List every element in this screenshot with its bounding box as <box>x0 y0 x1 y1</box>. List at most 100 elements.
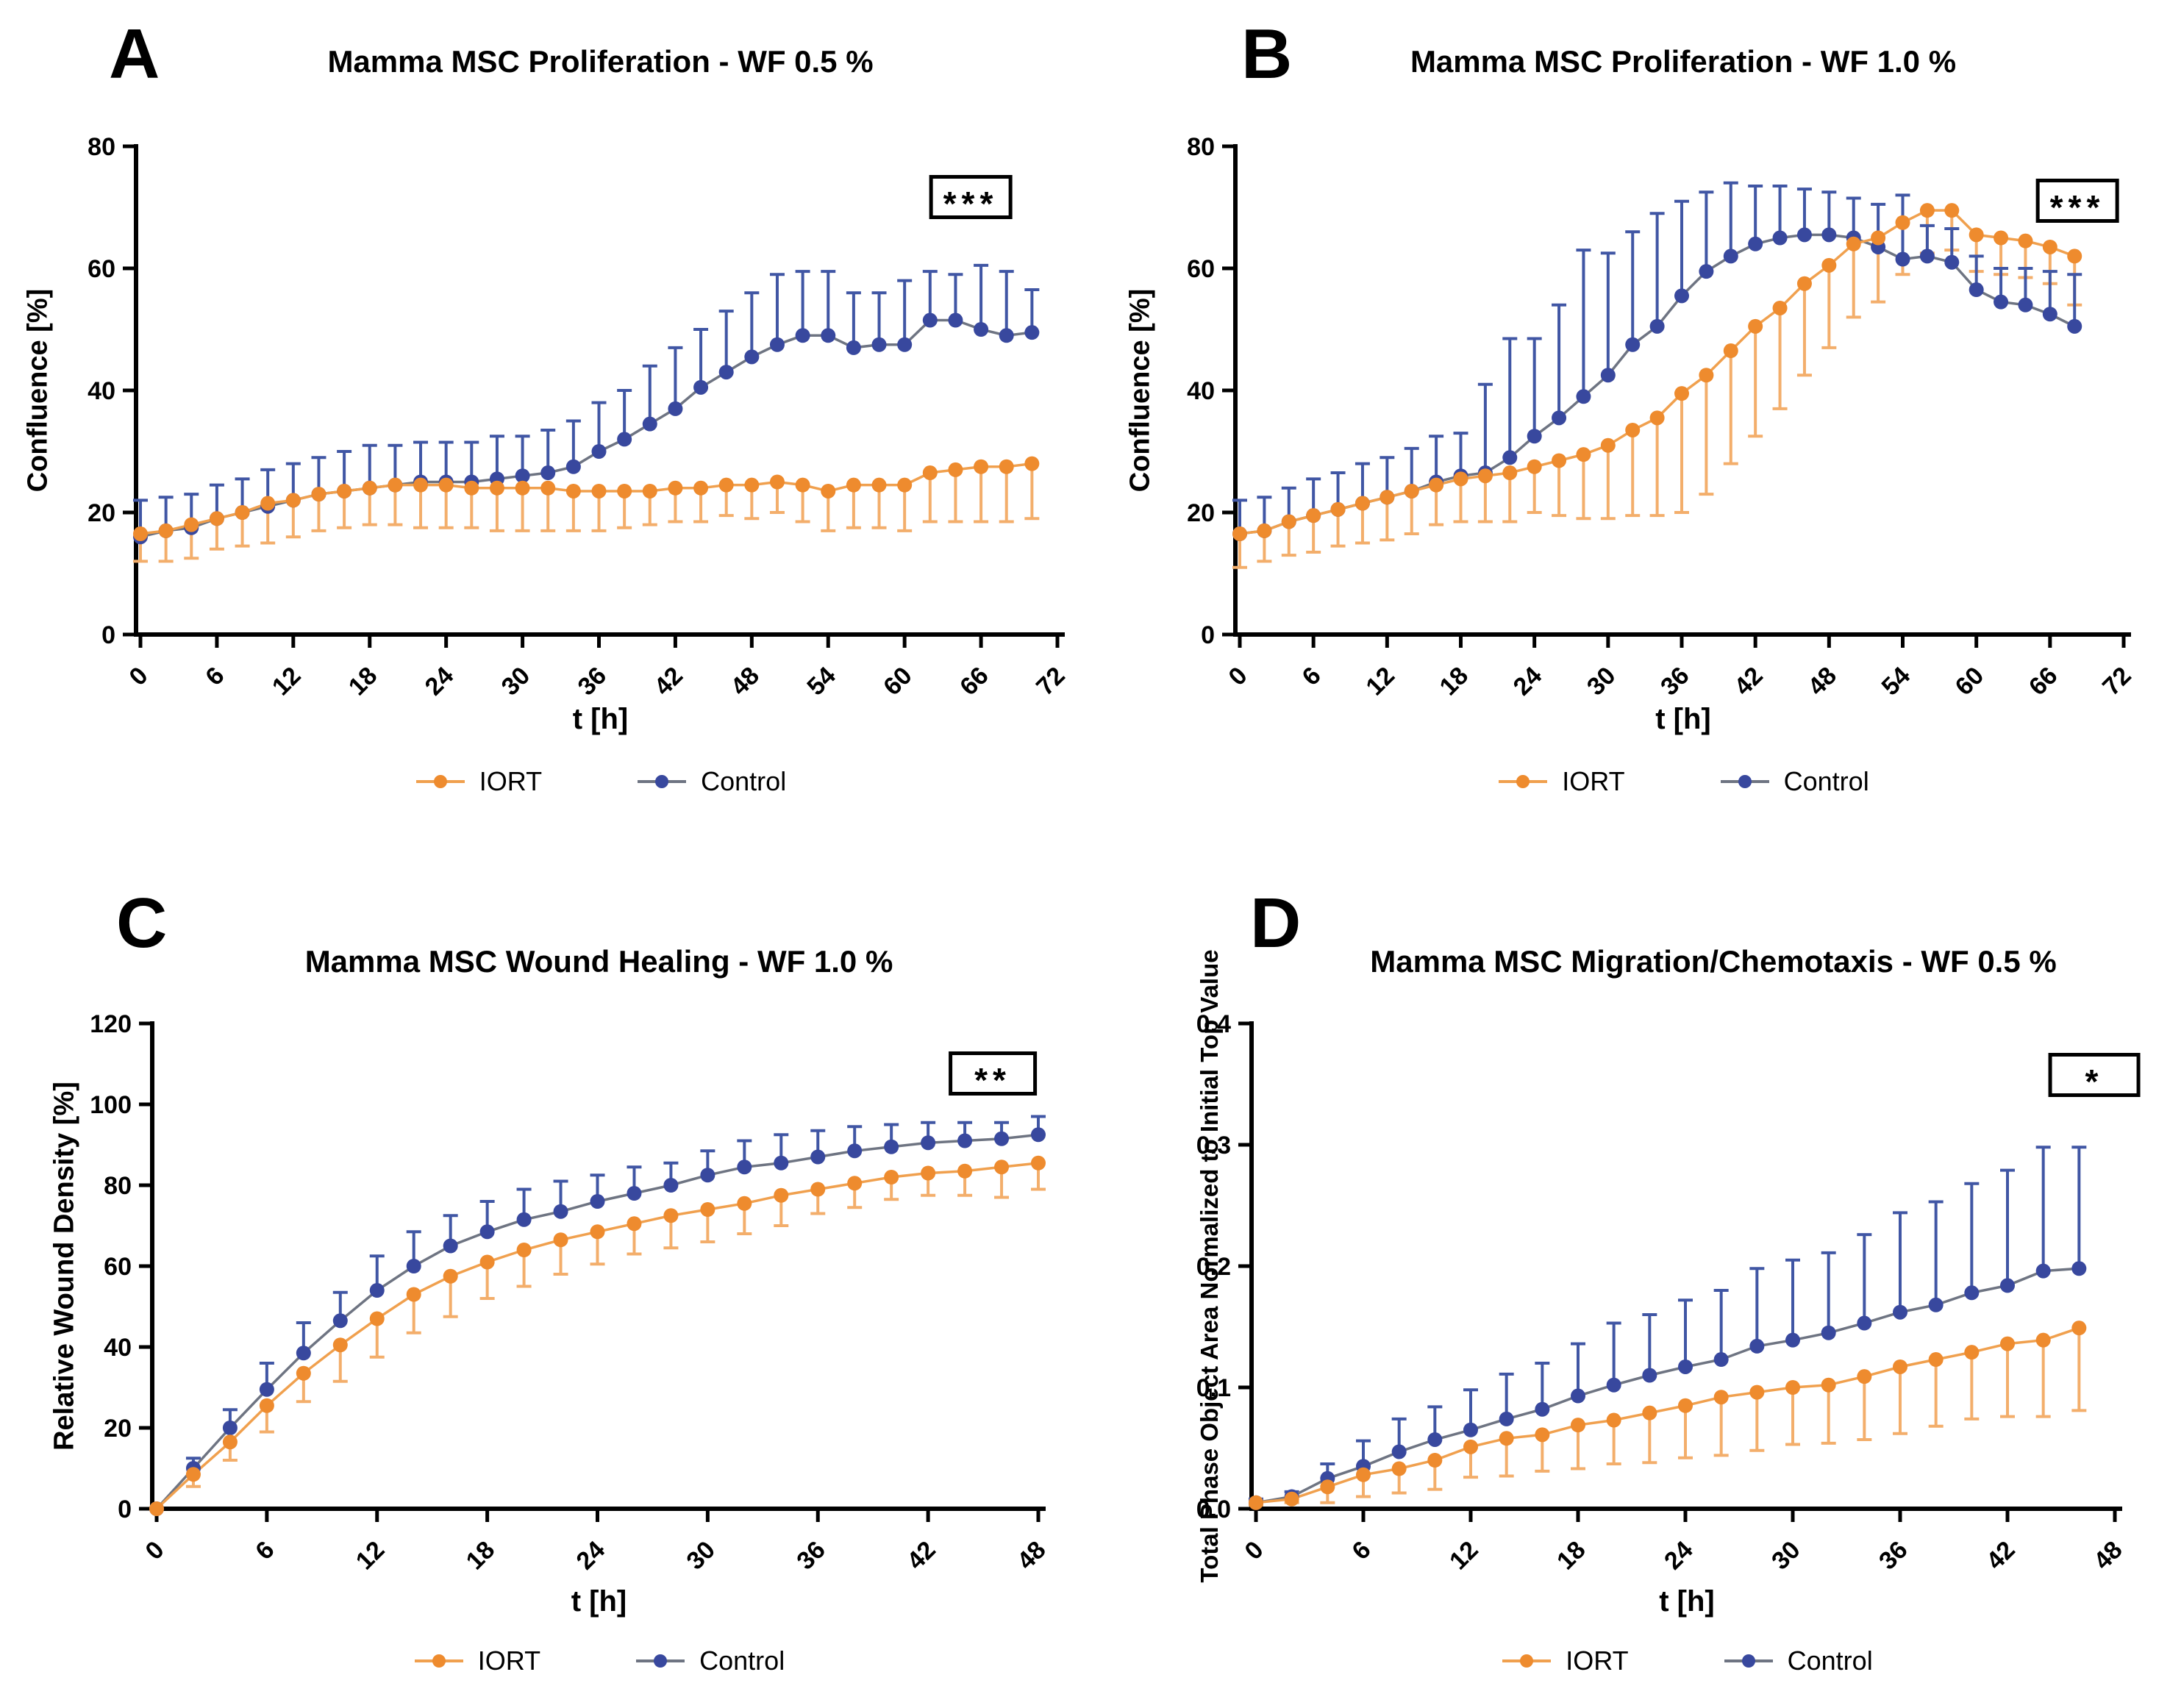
data-point-iort <box>2000 1336 2015 1351</box>
data-point-control <box>1796 227 1812 243</box>
y-tick-label: 60 <box>88 255 115 283</box>
data-point-control <box>515 468 530 484</box>
data-point-iort <box>438 477 454 493</box>
data-point-control <box>1678 1359 1693 1374</box>
iort-series-marker-icon <box>1499 775 1548 788</box>
y-axis-label-d: Total Phase Object Area Normalized to In… <box>1196 949 1223 1583</box>
data-point-control <box>1821 1325 1836 1340</box>
x-tick-label: 18 <box>1552 1536 1591 1576</box>
data-point-control <box>617 432 632 447</box>
data-point-iort <box>1576 447 1591 462</box>
data-point-iort <box>1427 1453 1443 1468</box>
y-tick-label: 20 <box>88 499 115 527</box>
data-point-iort <box>2071 1321 2087 1336</box>
data-point-control <box>1857 1315 1872 1331</box>
data-point-iort <box>2018 233 2033 249</box>
data-point-iort <box>1281 514 1296 529</box>
data-point-iort <box>1821 1377 1836 1393</box>
x-tick-label: 36 <box>1655 662 1695 701</box>
data-point-control <box>1893 1304 1907 1320</box>
data-point-iort <box>1600 437 1616 453</box>
data-point-control <box>1895 251 1910 267</box>
y-tick-label: 120 <box>90 1010 132 1038</box>
x-axis-label-b: t [h] <box>1655 703 1711 735</box>
x-tick-label: 0 <box>124 662 153 691</box>
data-point-iort <box>1964 1345 1980 1360</box>
data-point-iort <box>1404 483 1419 499</box>
data-point-iort <box>795 477 810 493</box>
x-tick-label: 18 <box>343 662 383 701</box>
data-point-iort <box>1356 1467 1371 1482</box>
data-point-iort <box>1785 1380 1800 1395</box>
legend-entry-iort: IORT <box>413 1646 540 1676</box>
legend-entry-iort: IORT <box>1501 1646 1629 1676</box>
data-point-iort <box>1257 523 1272 538</box>
data-point-control <box>846 340 861 355</box>
control-series-marker-icon <box>636 1654 685 1668</box>
data-point-control <box>847 1143 863 1159</box>
series-line-iort <box>140 462 1032 535</box>
data-point-iort <box>209 511 224 526</box>
data-point-control <box>1749 1338 1765 1354</box>
x-tick-label: 6 <box>1297 662 1327 691</box>
y-tick-label: 80 <box>1187 133 1215 161</box>
x-tick-label: 18 <box>461 1536 501 1576</box>
data-point-control <box>1031 1127 1046 1143</box>
legend-entry-control: Control <box>1723 1646 1873 1676</box>
y-tick-label: 20 <box>1187 499 1215 527</box>
data-point-iort <box>1284 1491 1299 1507</box>
x-tick-label: 18 <box>1435 662 1474 701</box>
series-line-control <box>1255 1267 2080 1504</box>
data-point-control <box>693 379 709 395</box>
data-point-iort <box>235 505 250 520</box>
x-tick-label: 6 <box>250 1536 279 1565</box>
data-point-control <box>1748 236 1763 251</box>
data-point-iort <box>922 465 938 481</box>
data-point-control <box>1785 1332 1800 1348</box>
data-point-iort <box>810 1182 826 1197</box>
panel-letter-b: B <box>1241 15 1293 93</box>
legend-d: IORT Control <box>1252 1646 2122 1676</box>
data-point-iort <box>1625 422 1641 437</box>
data-point-iort <box>1642 1405 1657 1421</box>
data-point-control <box>668 401 683 416</box>
x-tick-label: 42 <box>1729 662 1769 701</box>
data-point-iort <box>994 1159 1010 1175</box>
y-tick-label: 0.3 <box>1196 1132 1231 1159</box>
legend-entry-iort: IORT <box>415 766 542 797</box>
data-point-control <box>1699 264 1714 279</box>
significance-stars-c: ** <box>974 1061 1011 1099</box>
axes <box>134 144 1065 637</box>
x-tick-label: 42 <box>1981 1536 2021 1576</box>
data-point-control <box>718 365 734 380</box>
data-point-iort <box>540 480 556 496</box>
x-tick-label: 48 <box>725 662 765 701</box>
data-point-iort <box>1674 386 1689 401</box>
data-point-iort <box>337 483 352 499</box>
data-point-control <box>1821 227 1837 243</box>
x-tick-label: 12 <box>1444 1536 1484 1576</box>
data-point-control <box>1024 325 1040 340</box>
data-point-control <box>821 328 836 343</box>
data-point-control <box>1723 249 1738 264</box>
data-point-control <box>884 1139 899 1154</box>
data-point-control <box>948 312 963 328</box>
significance-box-c: ** <box>949 1051 1037 1099</box>
data-point-iort <box>479 1254 495 1270</box>
data-point-iort <box>957 1163 973 1179</box>
data-point-iort <box>362 480 377 496</box>
data-point-control <box>1674 288 1689 304</box>
y-tick-label: 80 <box>104 1172 132 1200</box>
data-point-iort <box>1502 465 1518 481</box>
y-tick-label: 0.0 <box>1196 1496 1231 1523</box>
data-point-control <box>1527 429 1542 444</box>
data-point-control <box>2035 1263 2051 1279</box>
legend-label-iort: IORT <box>479 766 543 796</box>
data-point-iort <box>1893 1359 1907 1374</box>
y-axis-label-b: Confluence [%] <box>1124 288 1156 493</box>
data-point-iort <box>1699 368 1714 383</box>
data-point-iort <box>1552 453 1567 468</box>
chart-title-d: Mamma MSC Migration/Chemotaxis - WF 0.5 … <box>1370 944 2057 979</box>
x-tick-label: 6 <box>200 662 229 691</box>
